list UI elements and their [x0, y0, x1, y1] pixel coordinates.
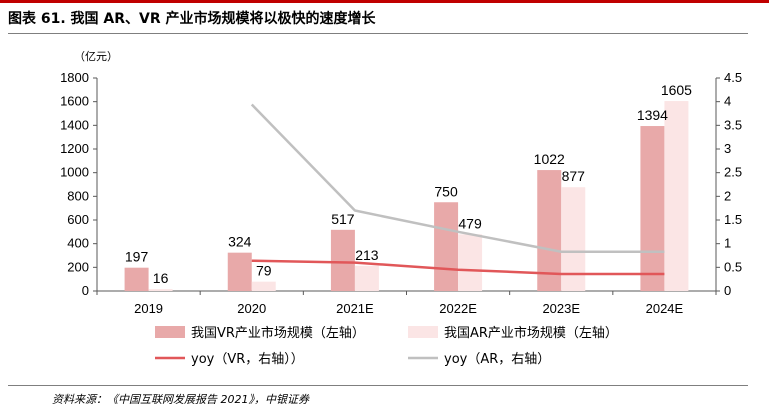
- top-accent-rule: [0, 0, 769, 3]
- vr-bar: [330, 229, 355, 291]
- ar-bar: [561, 187, 586, 291]
- source-divider: [8, 385, 748, 386]
- right-y-tick-label: 0.5: [724, 259, 742, 274]
- ar-bar-value-label: 79: [256, 263, 272, 279]
- left-y-tick-label: 400: [67, 236, 89, 251]
- legend-item-ar-bar-swatch: [408, 326, 438, 338]
- vr-bar-value-label: 1022: [534, 151, 565, 167]
- legend-item-vr-bar-swatch: [155, 326, 185, 338]
- ar-bar-value-label: 479: [458, 215, 482, 231]
- right-y-tick-label: 1: [724, 236, 731, 251]
- vr-bar: [124, 267, 149, 291]
- ar-bar: [148, 289, 173, 291]
- right-y-tick-label: 2.5: [724, 165, 742, 180]
- vr-bar: [537, 170, 562, 291]
- vr-bar: [227, 252, 252, 291]
- x-tick-label: 2023E: [542, 301, 580, 316]
- market-size-chart: （亿元） 0 200 400 600 800 1000 1200 1400 1600 1800 0 0…: [60, 50, 742, 367]
- legend-item-ar-yoy-label: yoy（AR，右轴）: [444, 352, 550, 367]
- legend-item-vr-bar-label: 我国VR产业市场规模（左轴）: [191, 325, 365, 341]
- left-y-tick-label: 600: [67, 212, 89, 227]
- x-tick-label: 2020: [237, 301, 266, 316]
- ar-bar-value-label: 877: [562, 168, 586, 184]
- vr-bar-value-label: 324: [228, 234, 252, 250]
- x-tick-label: 2024E: [646, 301, 684, 316]
- vr-bar-value-label: 750: [434, 183, 458, 199]
- unit-label: （亿元）: [74, 50, 118, 63]
- right-y-tick-label: 3.5: [724, 117, 742, 132]
- ar-yoy-line: [250, 103, 665, 253]
- right-y-tick-label: 1.5: [724, 212, 742, 227]
- ar-bar: [354, 265, 379, 291]
- ar-bar: [458, 234, 483, 291]
- ar-bar-value-label: 1605: [661, 82, 692, 98]
- x-tick-label: 2021E: [336, 301, 374, 316]
- left-y-tick-label: 1800: [60, 70, 89, 85]
- vr-yoy-line: [251, 259, 665, 276]
- right-y-tick-label: 4.5: [724, 70, 742, 85]
- left-y-tick-label: 1000: [60, 165, 89, 180]
- vr-bar: [434, 202, 459, 291]
- ar-bar: [251, 281, 276, 291]
- legend-item-vr-yoy-label: yoy（VR，右轴））: [191, 352, 304, 367]
- left-y-tick-label: 200: [67, 259, 89, 274]
- right-y-tick-label: 4: [724, 94, 731, 109]
- x-tick-label: 2022E: [439, 301, 477, 316]
- left-y-tick-label: 1200: [60, 141, 89, 156]
- ar-bar-value-label: 16: [153, 270, 169, 286]
- right-y-tick-label: 0: [724, 283, 731, 298]
- left-y-tick-label: 1600: [60, 94, 89, 109]
- source-note: 资料来源：《中国互联网发展报告 2021》，中银证券: [52, 393, 309, 406]
- right-y-tick-label: 3: [724, 141, 731, 156]
- left-y-tick-label: 800: [67, 188, 89, 203]
- right-y-tick-label: 2: [724, 188, 731, 203]
- title-divider: [8, 33, 748, 34]
- left-y-tick-label: 1400: [60, 117, 89, 132]
- left-y-tick-label: 0: [82, 283, 89, 298]
- figure-title: 图表 61. 我国 AR、VR 产业市场规模将以极快的速度增长: [8, 11, 376, 27]
- ar-bar: [664, 101, 689, 291]
- ar-bar-value-label: 213: [355, 247, 379, 263]
- vr-bar: [640, 126, 665, 291]
- vr-bar-value-label: 517: [331, 211, 355, 227]
- vr-bar-value-label: 1394: [637, 107, 668, 123]
- x-tick-label: 2019: [134, 301, 163, 316]
- vr-bar-value-label: 197: [125, 249, 149, 265]
- legend-item-ar-bar-label: 我国AR产业市场规模（左轴）: [444, 325, 618, 341]
